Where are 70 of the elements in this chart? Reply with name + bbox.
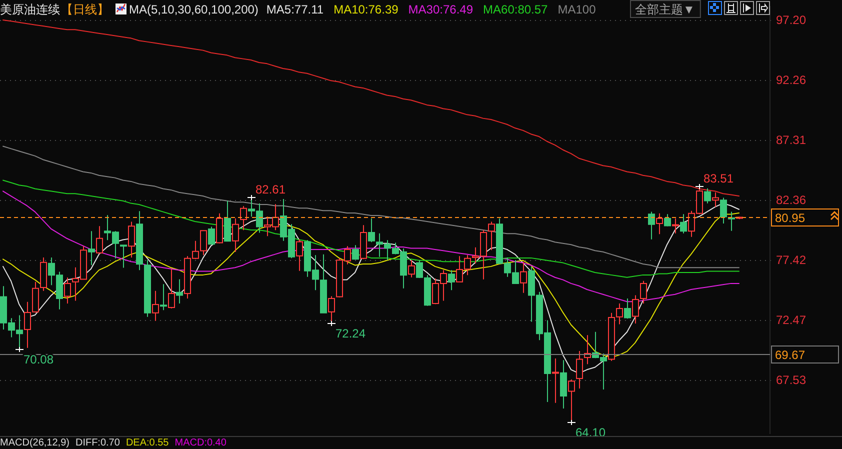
ref-line-label: 69.67	[775, 348, 806, 362]
text: MA60:80.57	[483, 2, 548, 16]
candlestick	[648, 211, 655, 240]
candlestick	[120, 244, 127, 268]
text: MA100	[558, 2, 596, 16]
candlestick	[96, 226, 103, 254]
candlestick	[144, 260, 151, 318]
candlestick	[672, 218, 679, 234]
candlestick	[216, 212, 223, 244]
candlestick	[168, 268, 175, 309]
candlestick	[576, 350, 583, 389]
candlestick	[640, 280, 647, 304]
candlestick	[240, 206, 247, 231]
candlestick	[296, 238, 303, 272]
candlestick	[352, 244, 359, 260]
candlestick	[88, 230, 95, 266]
candlestick	[128, 221, 135, 258]
text: MACD(26,12,9)	[0, 438, 70, 448]
candlestick	[176, 278, 183, 304]
text: 70.08	[24, 352, 54, 366]
text: 72.24	[336, 326, 366, 340]
candlestick	[664, 214, 671, 227]
candlestick	[360, 224, 367, 260]
candlestick	[704, 188, 711, 204]
candlestick	[320, 254, 327, 314]
y-tick-label: 77.42	[776, 252, 806, 267]
line-series	[2, 19, 740, 197]
candlestick	[680, 214, 687, 234]
candlestick	[712, 192, 719, 208]
candlestick	[408, 260, 415, 278]
candlestick	[448, 270, 455, 291]
text: DEA:0.55	[126, 438, 170, 448]
candlestick	[728, 211, 735, 232]
text: 83.51	[704, 172, 734, 186]
candlestick	[656, 212, 663, 235]
line-series	[2, 146, 740, 268]
candlestick	[552, 358, 559, 404]
text: MA10:76.39	[334, 2, 399, 16]
candlestick	[720, 197, 727, 224]
candlestick	[160, 284, 167, 311]
text: MACD:0.40	[174, 438, 227, 448]
candlestick	[560, 360, 567, 409]
candlestick	[632, 294, 639, 324]
candlestick	[64, 276, 71, 304]
annotation: 全部主题▼	[635, 2, 695, 16]
candlestick	[40, 256, 47, 292]
candlestick	[232, 218, 239, 252]
chart-subtitle: 【日线】	[61, 2, 109, 16]
candlestick	[520, 261, 527, 294]
legend-title: MA(5,10,30,60,100,200)	[129, 2, 258, 16]
candlestick	[624, 298, 631, 320]
candlestick	[208, 226, 215, 246]
y-tick-label: 87.31	[776, 132, 806, 147]
y-tick-label: 67.53	[776, 373, 806, 388]
text: MA5:77.11	[266, 2, 324, 16]
dropdown-button: 全部主题▼	[630, 0, 701, 18]
candlestick	[368, 218, 375, 243]
candlestick	[488, 221, 495, 251]
candlestick	[136, 210, 143, 271]
text: 82.61	[256, 182, 286, 196]
ref-line-label: 80.95	[775, 211, 806, 225]
candlestick	[152, 290, 159, 322]
text: DIFF:0.70	[75, 438, 120, 448]
candlestick	[224, 200, 231, 242]
text: MA30:76.49	[408, 2, 474, 16]
y-tick-label: 82.36	[776, 192, 806, 207]
y-tick-label: 97.20	[776, 12, 806, 27]
y-tick-label: 72.47	[776, 313, 806, 328]
y-tick-label: 92.26	[776, 72, 806, 87]
chart-title: 美原油连续	[0, 2, 60, 16]
